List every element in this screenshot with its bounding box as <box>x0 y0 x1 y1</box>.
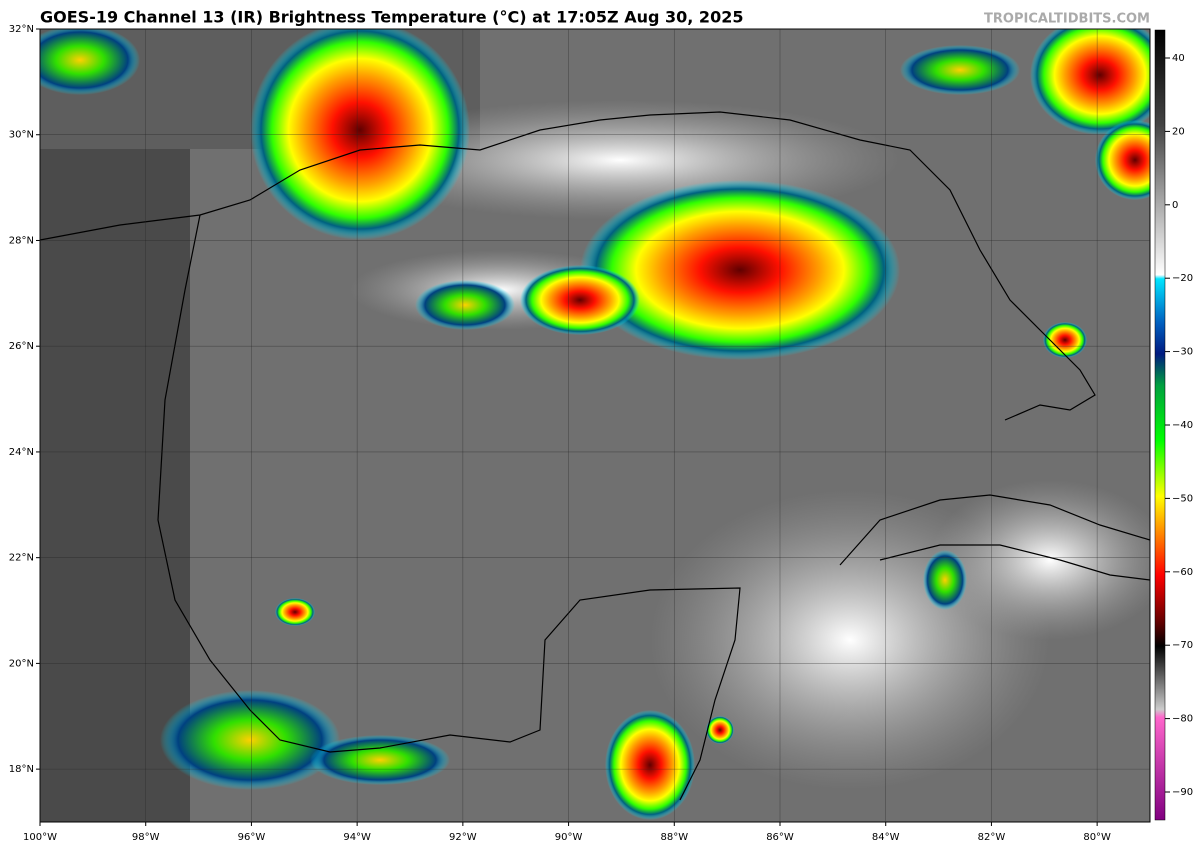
colorbar <box>1154 29 1166 821</box>
lat-label: 28°N <box>9 235 34 246</box>
lat-label: 24°N <box>9 447 34 458</box>
colorbar-label: 40 <box>1172 53 1185 64</box>
lon-label: 98°W <box>132 832 160 843</box>
lat-label: 18°N <box>9 764 34 775</box>
coastline <box>839 494 1150 566</box>
lat-label: 20°N <box>9 658 34 669</box>
colorbar-label: −40 <box>1172 420 1193 431</box>
lon-label: 100°W <box>23 832 57 843</box>
colorbar-label: −30 <box>1172 347 1193 358</box>
colorbar-label: −60 <box>1172 567 1193 578</box>
lat-label: 22°N <box>9 553 34 564</box>
colorbar-label: −70 <box>1172 640 1193 651</box>
lon-label: 82°W <box>978 832 1006 843</box>
lat-label: 32°N <box>9 24 34 35</box>
lon-label: 96°W <box>238 832 266 843</box>
lat-label: 26°N <box>9 341 34 352</box>
colorbar-label: 0 <box>1172 200 1178 211</box>
colorbar-label: 20 <box>1172 126 1185 137</box>
coastline <box>879 544 1150 581</box>
lon-label: 90°W <box>555 832 583 843</box>
lon-label: 92°W <box>449 832 477 843</box>
lon-label: 88°W <box>660 832 688 843</box>
coastline <box>40 111 1096 421</box>
title: GOES-19 Channel 13 (IR) Brightness Tempe… <box>40 8 743 27</box>
lon-label: 86°W <box>766 832 794 843</box>
lon-label: 84°W <box>872 832 900 843</box>
lon-label: 80°W <box>1083 832 1111 843</box>
lat-label: 30°N <box>9 130 34 141</box>
colorbar-label: −80 <box>1172 714 1193 725</box>
satellite-image <box>40 29 1150 822</box>
colorbar-label: −20 <box>1172 273 1193 284</box>
colorbar-label: −50 <box>1172 493 1193 504</box>
colorbar-label: −90 <box>1172 787 1193 798</box>
lon-label: 94°W <box>343 832 371 843</box>
watermark: TROPICALTIDBITS.COM <box>984 12 1150 27</box>
coastline <box>157 214 741 801</box>
